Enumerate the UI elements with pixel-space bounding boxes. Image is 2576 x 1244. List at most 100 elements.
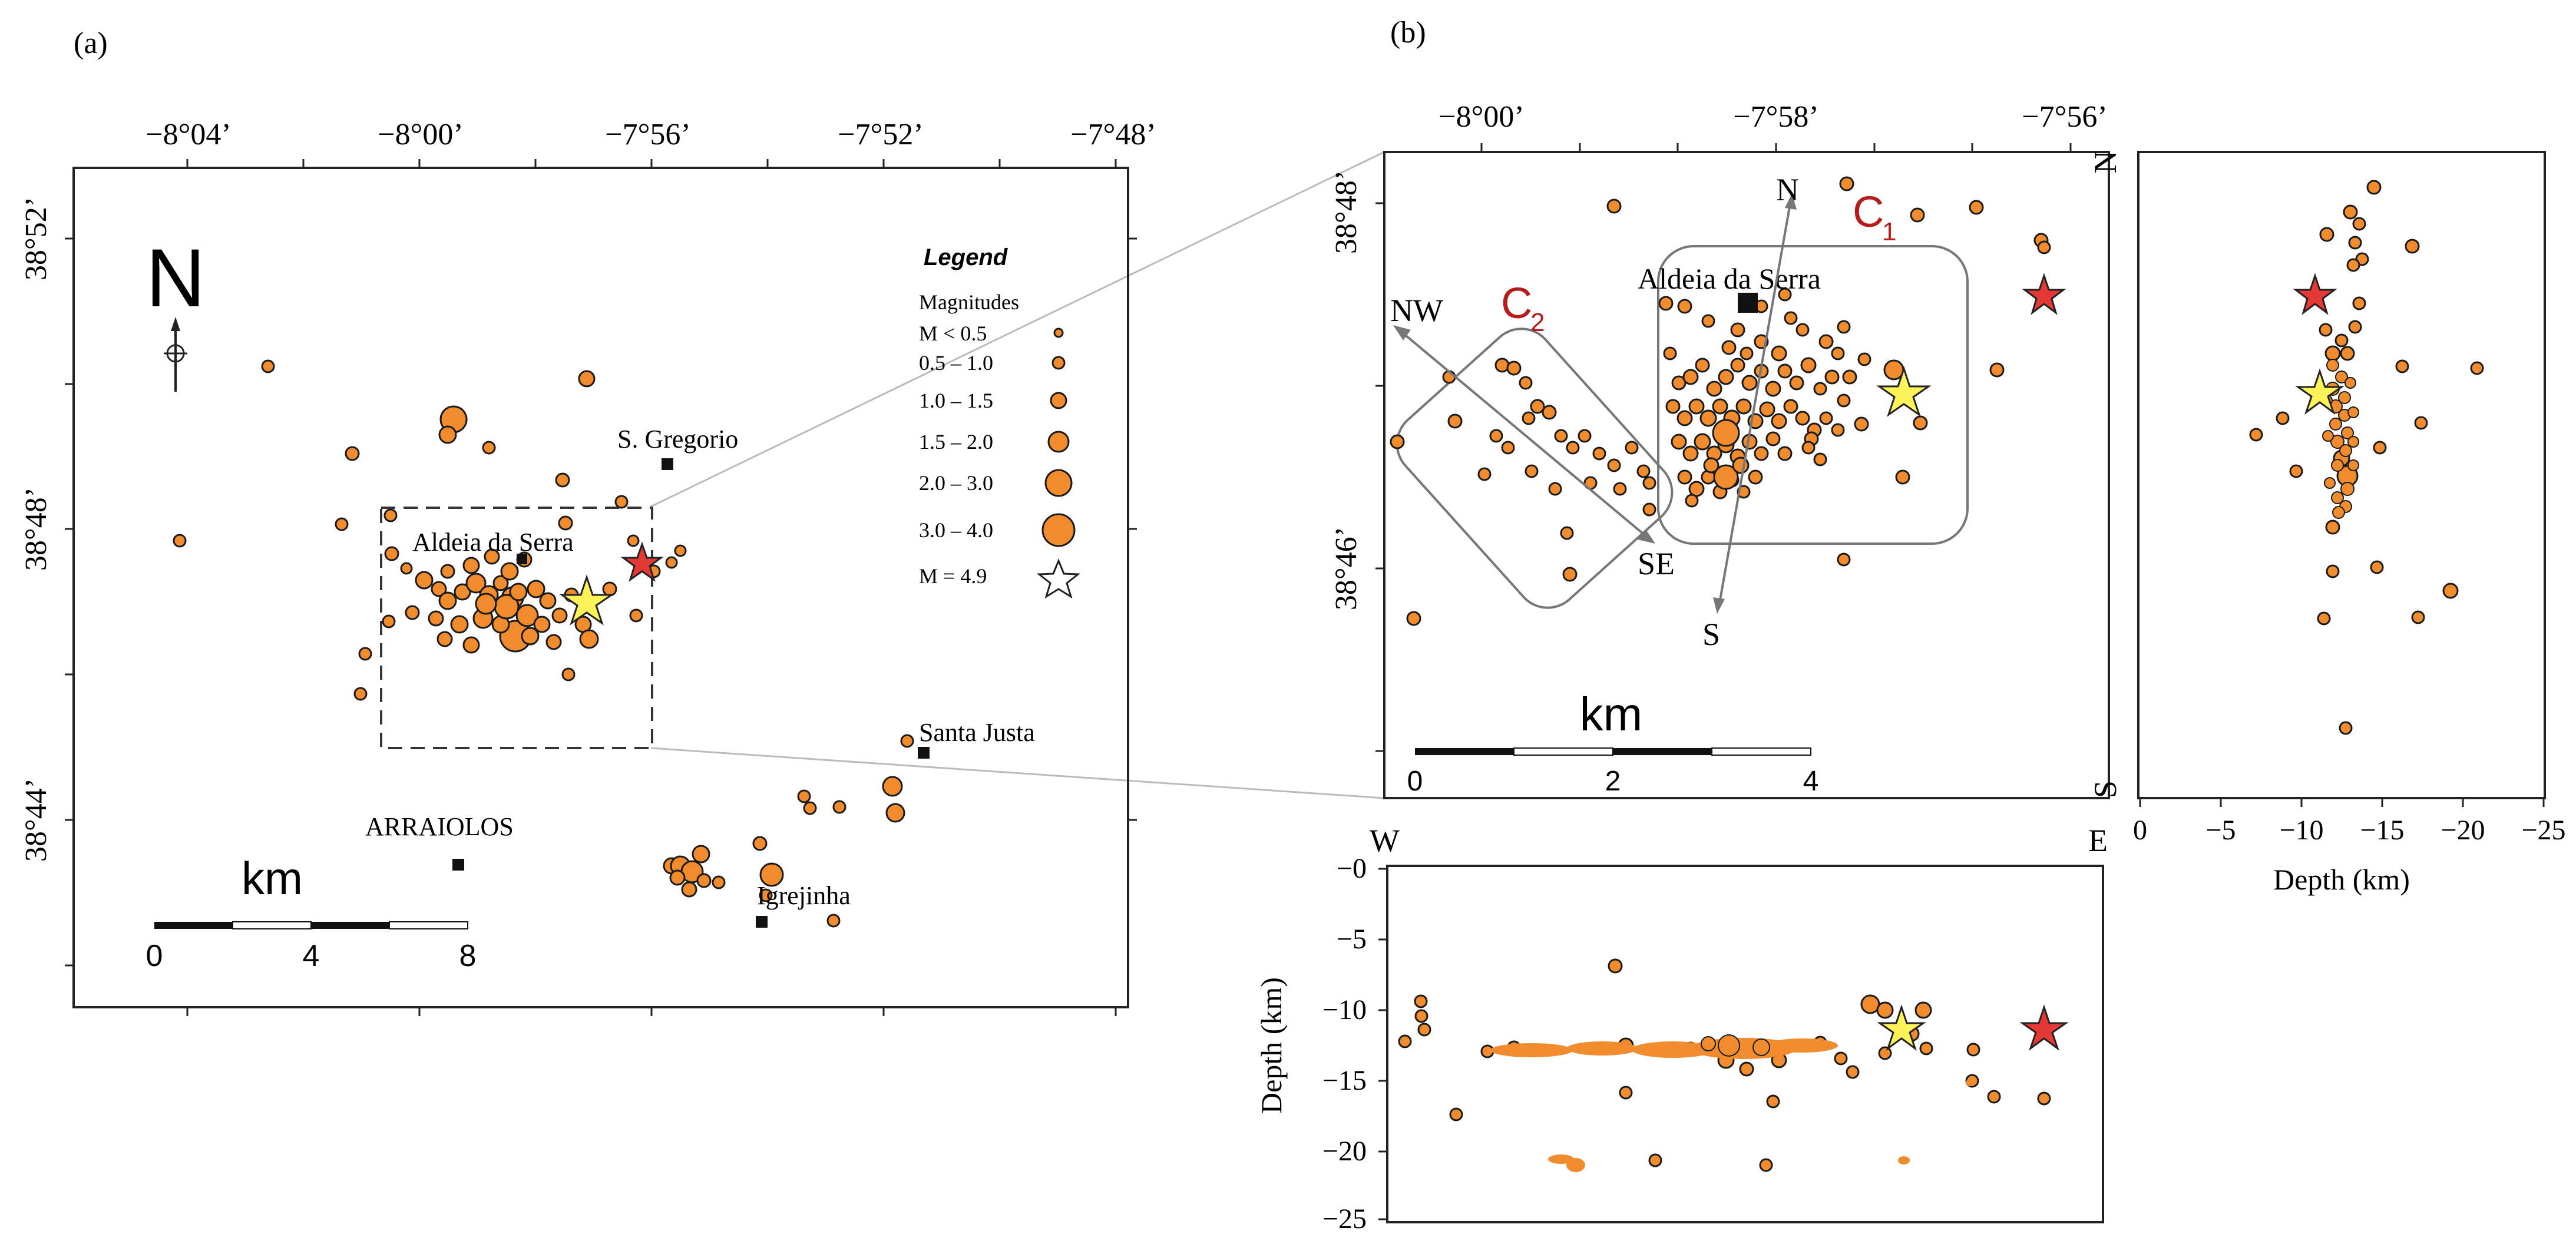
cluster-c1-label: C [1853, 187, 1884, 236]
legend: Legend Magnitudes M < 0.5 0.5 – 1.0 1.0 … [919, 244, 1081, 599]
cluster-c2-sub: 2 [1530, 308, 1545, 337]
ew-y-tick-0: −0 [1337, 853, 1367, 884]
panel-a-scale-bar [154, 921, 468, 929]
panel-b-scale-unit: km [1580, 688, 1643, 740]
place-aldeia-a: Aldeia da Serra [412, 528, 574, 557]
panel-b-x-tick-1: −8°00’ [1439, 100, 1524, 134]
panel-b-scale-bar [1415, 747, 1811, 756]
north-arrow-icon [164, 317, 187, 392]
place-aldeia-b: Aldeia da Serra [1638, 262, 1821, 295]
ns-x-tick-10: −10 [2279, 815, 2323, 846]
place-s-gregorio: S. Gregorio [617, 425, 738, 454]
place-marker-arraiolos [452, 859, 464, 871]
ew-y-tick-20: −20 [1322, 1136, 1367, 1167]
ns-x-tick-25: −25 [2521, 815, 2565, 846]
legend-item-1: M < 0.5 [919, 322, 987, 345]
red-star-icon-ns [2293, 273, 2337, 315]
panel-a-x-tick-4: −7°52’ [838, 118, 923, 151]
section-ns-frame [2137, 151, 2546, 799]
section-ew-dense [1490, 1034, 1975, 1172]
cluster-c1-sub: 1 [1882, 217, 1896, 246]
ns-x-tick-5: −5 [2205, 815, 2236, 846]
section-ns-events [2249, 180, 2484, 735]
red-star-icon-b [2022, 273, 2066, 315]
connector-line-bottom [650, 747, 1385, 799]
section-ns: N S 0 −5 −10 −15 −20 −25 Depth (km) [2088, 151, 2566, 896]
dir-n: N [1776, 172, 1799, 207]
inset-box [380, 507, 653, 749]
yellow-star-icon-b [1876, 366, 1932, 417]
panel-b-y-tick-2: 38°46’ [1330, 527, 1363, 610]
ns-x-tick-15: −15 [2360, 815, 2404, 846]
place-marker-aldeia [517, 554, 527, 564]
place-igrejinha: Igrejinha [757, 881, 851, 910]
section-ew-west: W [1370, 823, 1400, 858]
panel-a-x-tick-3: −7°56’ [605, 118, 690, 151]
legend-subtitle: Magnitudes [919, 290, 1019, 314]
yellow-star-icon-ew [1877, 1004, 1926, 1051]
dir-se: SE [1638, 546, 1675, 581]
dir-s: S [1702, 617, 1720, 652]
connector-line-top [650, 151, 1385, 508]
place-marker-aldeia-b [1738, 293, 1758, 313]
legend-star-icon [1036, 558, 1081, 599]
yellow-star-icon [559, 574, 614, 626]
place-marker-santa-justa [918, 747, 930, 759]
ns-x-tick-20: −20 [2441, 815, 2485, 846]
cluster-c1-box [1657, 245, 1969, 545]
legend-item-4: 1.5 – 2.0 [919, 430, 993, 454]
panel-a-scale-0: 0 [146, 939, 163, 973]
place-santa-justa: Santa Justa [919, 718, 1035, 747]
cluster-c2-label: C [1501, 279, 1532, 327]
panel-b-map: −8°00’ −7°58’ −7°56’ 38°48’ 38°46’ C 1 C… [1330, 100, 2110, 799]
legend-title: Legend [924, 244, 1008, 270]
legend-item-2: 0.5 – 1.0 [919, 351, 993, 375]
dir-nw: NW [1390, 293, 1443, 328]
panel-a-x-tick-2: −8°00’ [378, 118, 463, 151]
ew-y-tick-10: −10 [1322, 994, 1367, 1025]
panel-a-x-tick-5: −7°48’ [1070, 118, 1156, 151]
ew-y-tick-15: −15 [1322, 1065, 1367, 1096]
red-star-icon-ew [2019, 1004, 2069, 1051]
ew-y-tick-25: −25 [1322, 1203, 1367, 1235]
section-ew-events [1398, 958, 2051, 1172]
panel-a-x-tick-1: −8°04’ [146, 118, 231, 151]
panel-b-events [1390, 176, 2051, 626]
yellow-star-icon-ns [2295, 368, 2344, 415]
ew-y-tick-5: −5 [1337, 924, 1367, 955]
panel-a-y-tick-2: 38°48’ [19, 487, 53, 571]
section-ns-xlabel: Depth (km) [2273, 863, 2410, 896]
panel-a-scale-8: 8 [459, 939, 477, 973]
north-letter: N [146, 231, 205, 324]
panel-b-scale-4: 4 [1803, 766, 1819, 797]
legend-item-3: 1.0 – 1.5 [919, 389, 993, 412]
place-arraiolos: ARRAIOLOS [365, 812, 514, 841]
section-ew-ylabel: Depth (km) [1255, 977, 1288, 1114]
ns-x-tick-0: 0 [2133, 815, 2147, 846]
panel-b-y-tick-1: 38°48’ [1330, 170, 1363, 254]
nw-se-arrow-icon [1393, 325, 1655, 544]
panel-b-x-tick-3: −7°56’ [2022, 100, 2107, 134]
place-marker-s-gregorio [662, 458, 673, 470]
legend-item-5: 2.0 – 3.0 [919, 471, 993, 495]
panel-a-frame [72, 167, 1129, 1008]
place-marker-igrejinha [756, 916, 768, 928]
panel-a-y-tick-1: 38°52’ [19, 197, 53, 280]
panel-a-y-tick-3: 38°44’ [19, 778, 53, 862]
section-ns-north: N [2088, 151, 2123, 174]
section-ew-frame [1386, 865, 2104, 1223]
n-s-arrow-icon [1713, 193, 1797, 614]
panel-a-label: (a) [74, 27, 108, 60]
panel-a-x-ticks [65, 159, 1137, 1016]
panel-b-scale-0: 0 [1407, 766, 1423, 797]
panel-a-map: −8°04’ −8°00’ −7°56’ −7°52’ −7°48’ 38°52… [19, 118, 1156, 1016]
panel-b-label: (b) [1390, 16, 1426, 49]
red-star-icon [620, 541, 664, 582]
panel-a-scale-4: 4 [303, 939, 320, 973]
panel-b-frame [1383, 151, 2110, 799]
panel-a-scale-unit: km [242, 852, 303, 904]
section-ns-south: S [2088, 780, 2123, 798]
legend-item-6: 3.0 – 4.0 [919, 518, 993, 542]
section-ew: W E −0 −5 −10 −15 −20 −25 Depth (km) [1255, 823, 2108, 1235]
